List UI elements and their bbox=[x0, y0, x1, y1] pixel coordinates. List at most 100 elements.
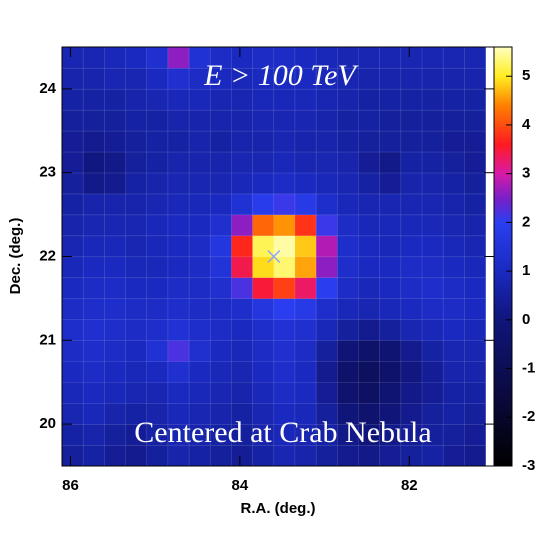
heatmap-cell bbox=[336, 109, 360, 132]
heatmap-cell bbox=[464, 172, 487, 195]
heatmap-cell bbox=[464, 67, 487, 90]
heatmap-cell bbox=[146, 277, 169, 300]
heatmap-cell bbox=[400, 339, 423, 362]
heatmap-cell bbox=[209, 88, 233, 111]
heatmap-cell bbox=[442, 360, 465, 383]
heatmap-cell bbox=[336, 381, 360, 404]
heatmap-cell bbox=[400, 172, 423, 195]
heatmap-cell bbox=[188, 151, 211, 174]
heatmap-cell bbox=[209, 109, 233, 132]
heatmap-cell bbox=[231, 256, 254, 279]
heatmap-cell bbox=[82, 298, 105, 320]
heatmap-cell bbox=[146, 298, 169, 320]
heatmap-cell bbox=[188, 298, 211, 320]
heatmap-cell bbox=[209, 298, 233, 320]
heatmap-cell bbox=[273, 381, 296, 404]
heatmap-cell bbox=[104, 319, 127, 341]
heatmap-cell bbox=[104, 381, 127, 404]
heatmap-cell bbox=[336, 339, 360, 362]
heatmap-cell bbox=[209, 235, 233, 258]
heatmap-cell bbox=[209, 193, 233, 216]
heatmap-cell bbox=[188, 319, 211, 341]
heatmap-cell bbox=[125, 360, 148, 383]
heatmap-cell bbox=[146, 172, 169, 195]
heatmap-cell bbox=[464, 402, 487, 425]
heatmap-cell bbox=[442, 235, 465, 258]
heatmap-cell bbox=[442, 47, 465, 69]
heatmap-cell bbox=[336, 130, 360, 153]
x-tick-label: 82 bbox=[401, 477, 418, 494]
heatmap-cell bbox=[104, 193, 127, 216]
heatmap-cell bbox=[379, 360, 402, 383]
heatmap-cell bbox=[421, 151, 444, 174]
heatmap-cell bbox=[209, 172, 233, 195]
heatmap-cell bbox=[442, 151, 465, 174]
heatmap-cell bbox=[188, 339, 211, 362]
heatmap-cell bbox=[188, 88, 211, 111]
heatmap-cell bbox=[421, 172, 444, 195]
heatmap-cell bbox=[125, 277, 148, 300]
heatmap-cell bbox=[294, 298, 317, 320]
heatmap-cell bbox=[379, 214, 402, 237]
heatmap-cell bbox=[294, 277, 317, 300]
chart-title: E > 100 TeV bbox=[203, 59, 359, 92]
heatmap-cell bbox=[104, 130, 127, 153]
heatmap-cell bbox=[167, 172, 190, 195]
heatmap-cell bbox=[421, 381, 444, 404]
colorbar-tick-label: -3 bbox=[522, 457, 535, 474]
annotation: Centered at Crab Nebula bbox=[134, 416, 431, 449]
heatmap-cell bbox=[400, 193, 423, 216]
heatmap-cell bbox=[231, 214, 254, 237]
heatmap-cell bbox=[464, 381, 487, 404]
heatmap-cell bbox=[82, 423, 105, 446]
heatmap-cell bbox=[82, 402, 105, 425]
heatmap-cell bbox=[146, 88, 169, 111]
heatmap-cell bbox=[273, 319, 296, 341]
y-tick-label: 23 bbox=[39, 164, 56, 181]
heatmap-cell bbox=[125, 88, 148, 111]
colorbar-tick-label: -1 bbox=[522, 360, 535, 377]
heatmap-cell bbox=[400, 235, 423, 258]
heatmap-cell bbox=[125, 109, 148, 132]
heatmap-cell bbox=[464, 88, 487, 111]
x-tick-label: 86 bbox=[62, 477, 79, 494]
heatmap-cell bbox=[358, 277, 381, 300]
heatmap-cell bbox=[82, 339, 105, 362]
heatmap-cell bbox=[294, 319, 317, 341]
heatmap-cell bbox=[82, 360, 105, 383]
heatmap-cell bbox=[400, 256, 423, 279]
heatmap-cell bbox=[252, 214, 275, 237]
heatmap-cell bbox=[82, 172, 105, 195]
heatmap-cell bbox=[146, 130, 169, 153]
heatmap-cell bbox=[104, 360, 127, 383]
heatmap-cell bbox=[315, 256, 338, 279]
heatmap-cell bbox=[336, 298, 360, 320]
heatmap-cell bbox=[167, 67, 190, 90]
heatmap-cell bbox=[146, 360, 169, 383]
heatmap-cell bbox=[421, 360, 444, 383]
heatmap-cell bbox=[252, 151, 275, 174]
heatmap-cell bbox=[62, 444, 84, 466]
heatmap-cell bbox=[273, 130, 296, 153]
heatmap-cell bbox=[209, 277, 233, 300]
heatmap-cell bbox=[188, 277, 211, 300]
heatmap-cell bbox=[252, 277, 275, 300]
colorbar-tick-label: 0 bbox=[522, 311, 530, 328]
heatmap-cell bbox=[125, 298, 148, 320]
heatmap-cell bbox=[379, 339, 402, 362]
heatmap-cell bbox=[294, 214, 317, 237]
heatmap-cell bbox=[104, 47, 127, 69]
heatmap-cell bbox=[442, 298, 465, 320]
heatmap-cell bbox=[125, 67, 148, 90]
heatmap-cell bbox=[336, 151, 360, 174]
heatmap-cell bbox=[400, 151, 423, 174]
heatmap-cell bbox=[400, 47, 423, 69]
heatmap-cell bbox=[379, 235, 402, 258]
heatmap-cell bbox=[315, 130, 338, 153]
heatmap-cell bbox=[146, 151, 169, 174]
heatmap-cell bbox=[336, 235, 360, 258]
heatmap-cell bbox=[252, 130, 275, 153]
heatmap-cell bbox=[421, 319, 444, 341]
heatmap-cell bbox=[421, 339, 444, 362]
